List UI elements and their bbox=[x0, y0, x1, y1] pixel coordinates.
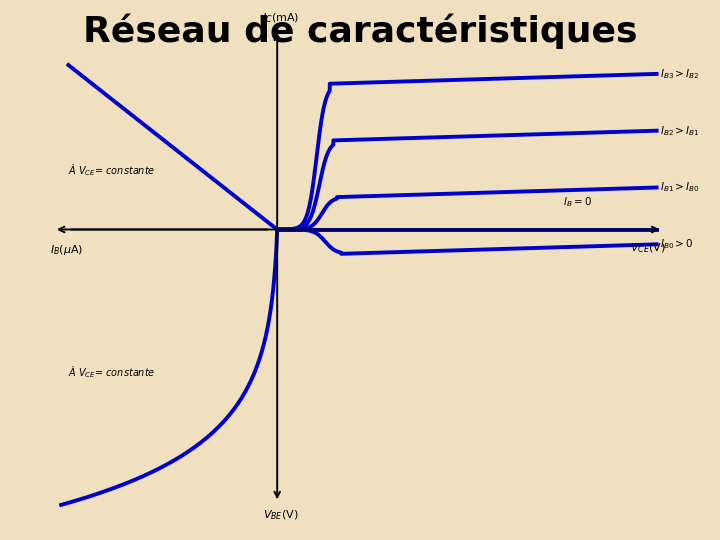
Text: $V_{BE}$(V): $V_{BE}$(V) bbox=[263, 509, 299, 522]
Text: $V_{CE}$(V): $V_{CE}$(V) bbox=[630, 241, 666, 255]
Text: $I_{B0}>0$: $I_{B0}>0$ bbox=[660, 238, 694, 251]
Text: $I_{B1}> I_{B0}$: $I_{B1}> I_{B0}$ bbox=[660, 180, 700, 194]
Text: $I_B$($\mu$A): $I_B$($\mu$A) bbox=[50, 243, 84, 257]
Text: Réseau de caractéristiques: Réseau de caractéristiques bbox=[83, 14, 637, 49]
Text: $I_B=0$: $I_B=0$ bbox=[563, 195, 592, 209]
Text: À $V_{CE}$= constante: À $V_{CE}$= constante bbox=[68, 364, 156, 381]
Text: $I_C$(mA): $I_C$(mA) bbox=[262, 12, 300, 25]
Text: $I_{B3}> I_{B2}$: $I_{B3}> I_{B2}$ bbox=[660, 67, 700, 81]
Text: À $V_{CE}$= constante: À $V_{CE}$= constante bbox=[68, 162, 156, 178]
Text: $I_{B2}> I_{B1}$: $I_{B2}> I_{B1}$ bbox=[660, 124, 700, 138]
